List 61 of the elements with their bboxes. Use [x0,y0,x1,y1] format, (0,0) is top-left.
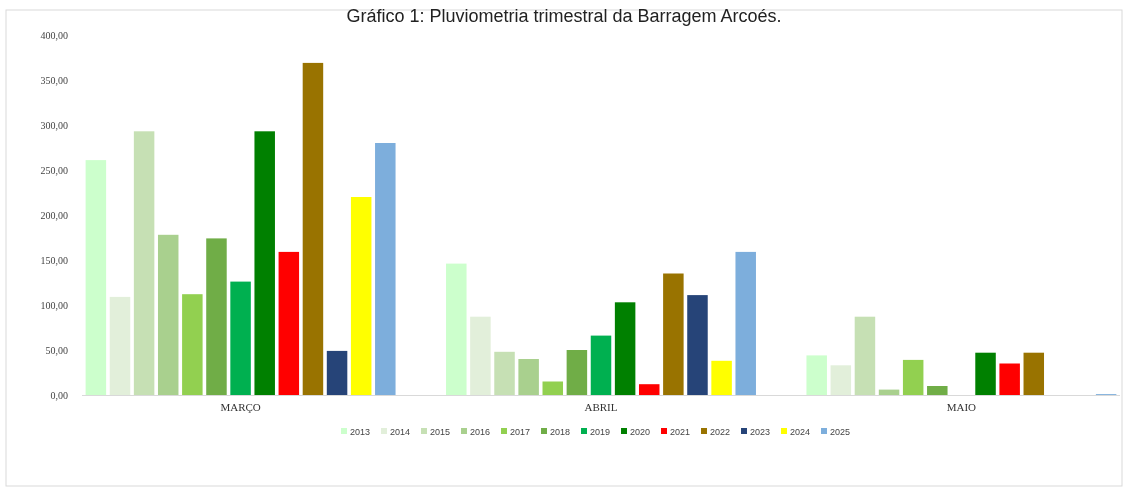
legend-label: 2020 [630,426,651,437]
legend-label: 2014 [390,426,411,437]
chart-title: Gráfico 1: Pluviometria trimestral da Barragem Arcoés. [346,6,782,26]
bar [157,234,179,395]
legend-label: 2023 [750,426,771,437]
x-tick-label: MAIO [946,401,977,413]
bar [927,386,948,395]
x-tick-label: ABRIL [584,401,618,413]
legend-label: 2024 [790,426,811,437]
legend-label: 2019 [590,426,611,437]
bar [254,131,275,395]
bar [638,384,660,395]
bar [687,295,708,395]
bar [566,350,588,395]
legend-label: 2021 [670,426,691,437]
bar [999,363,1020,395]
legend-label: 2016 [470,426,491,437]
bar [711,360,732,395]
bar [878,389,900,395]
bar [902,359,924,395]
bar [975,352,996,395]
bar [85,160,107,395]
y-tick-label: 350,00 [40,74,68,86]
bar [663,273,684,395]
bar [206,238,227,395]
legend-label: 2013 [350,426,371,437]
legend-label: 2018 [550,426,571,437]
bar [446,263,467,395]
bar [182,294,203,395]
bar [109,296,131,395]
legend-label: 2017 [510,426,531,437]
y-tick-label: 50,00 [45,344,68,356]
legend-label: 2025 [830,426,851,437]
bar [350,197,372,395]
bar [494,351,515,395]
y-tick-label: 200,00 [40,209,68,221]
y-tick-label: 400,00 [40,29,68,41]
x-tick-label: MARÇO [220,401,261,413]
bar [375,143,396,395]
bar [133,131,155,395]
bar [302,62,324,395]
bar [806,355,827,395]
bar [830,365,852,395]
bar [518,359,539,395]
y-tick-label: 150,00 [40,254,68,266]
bar [1023,352,1045,395]
bar [326,350,348,395]
bar [470,316,491,395]
bar [278,251,300,395]
bar [735,251,756,395]
bar [614,302,636,395]
y-tick-label: 0,00 [50,389,68,401]
bar [542,381,564,395]
legend-label: 2015 [430,426,451,437]
y-tick-label: 100,00 [40,299,68,311]
bar [230,281,251,395]
legend-label: 2022 [710,426,731,437]
y-tick-label: 250,00 [40,164,68,176]
bar [590,335,612,395]
bar [854,316,876,395]
y-tick-label: 300,00 [40,119,68,131]
